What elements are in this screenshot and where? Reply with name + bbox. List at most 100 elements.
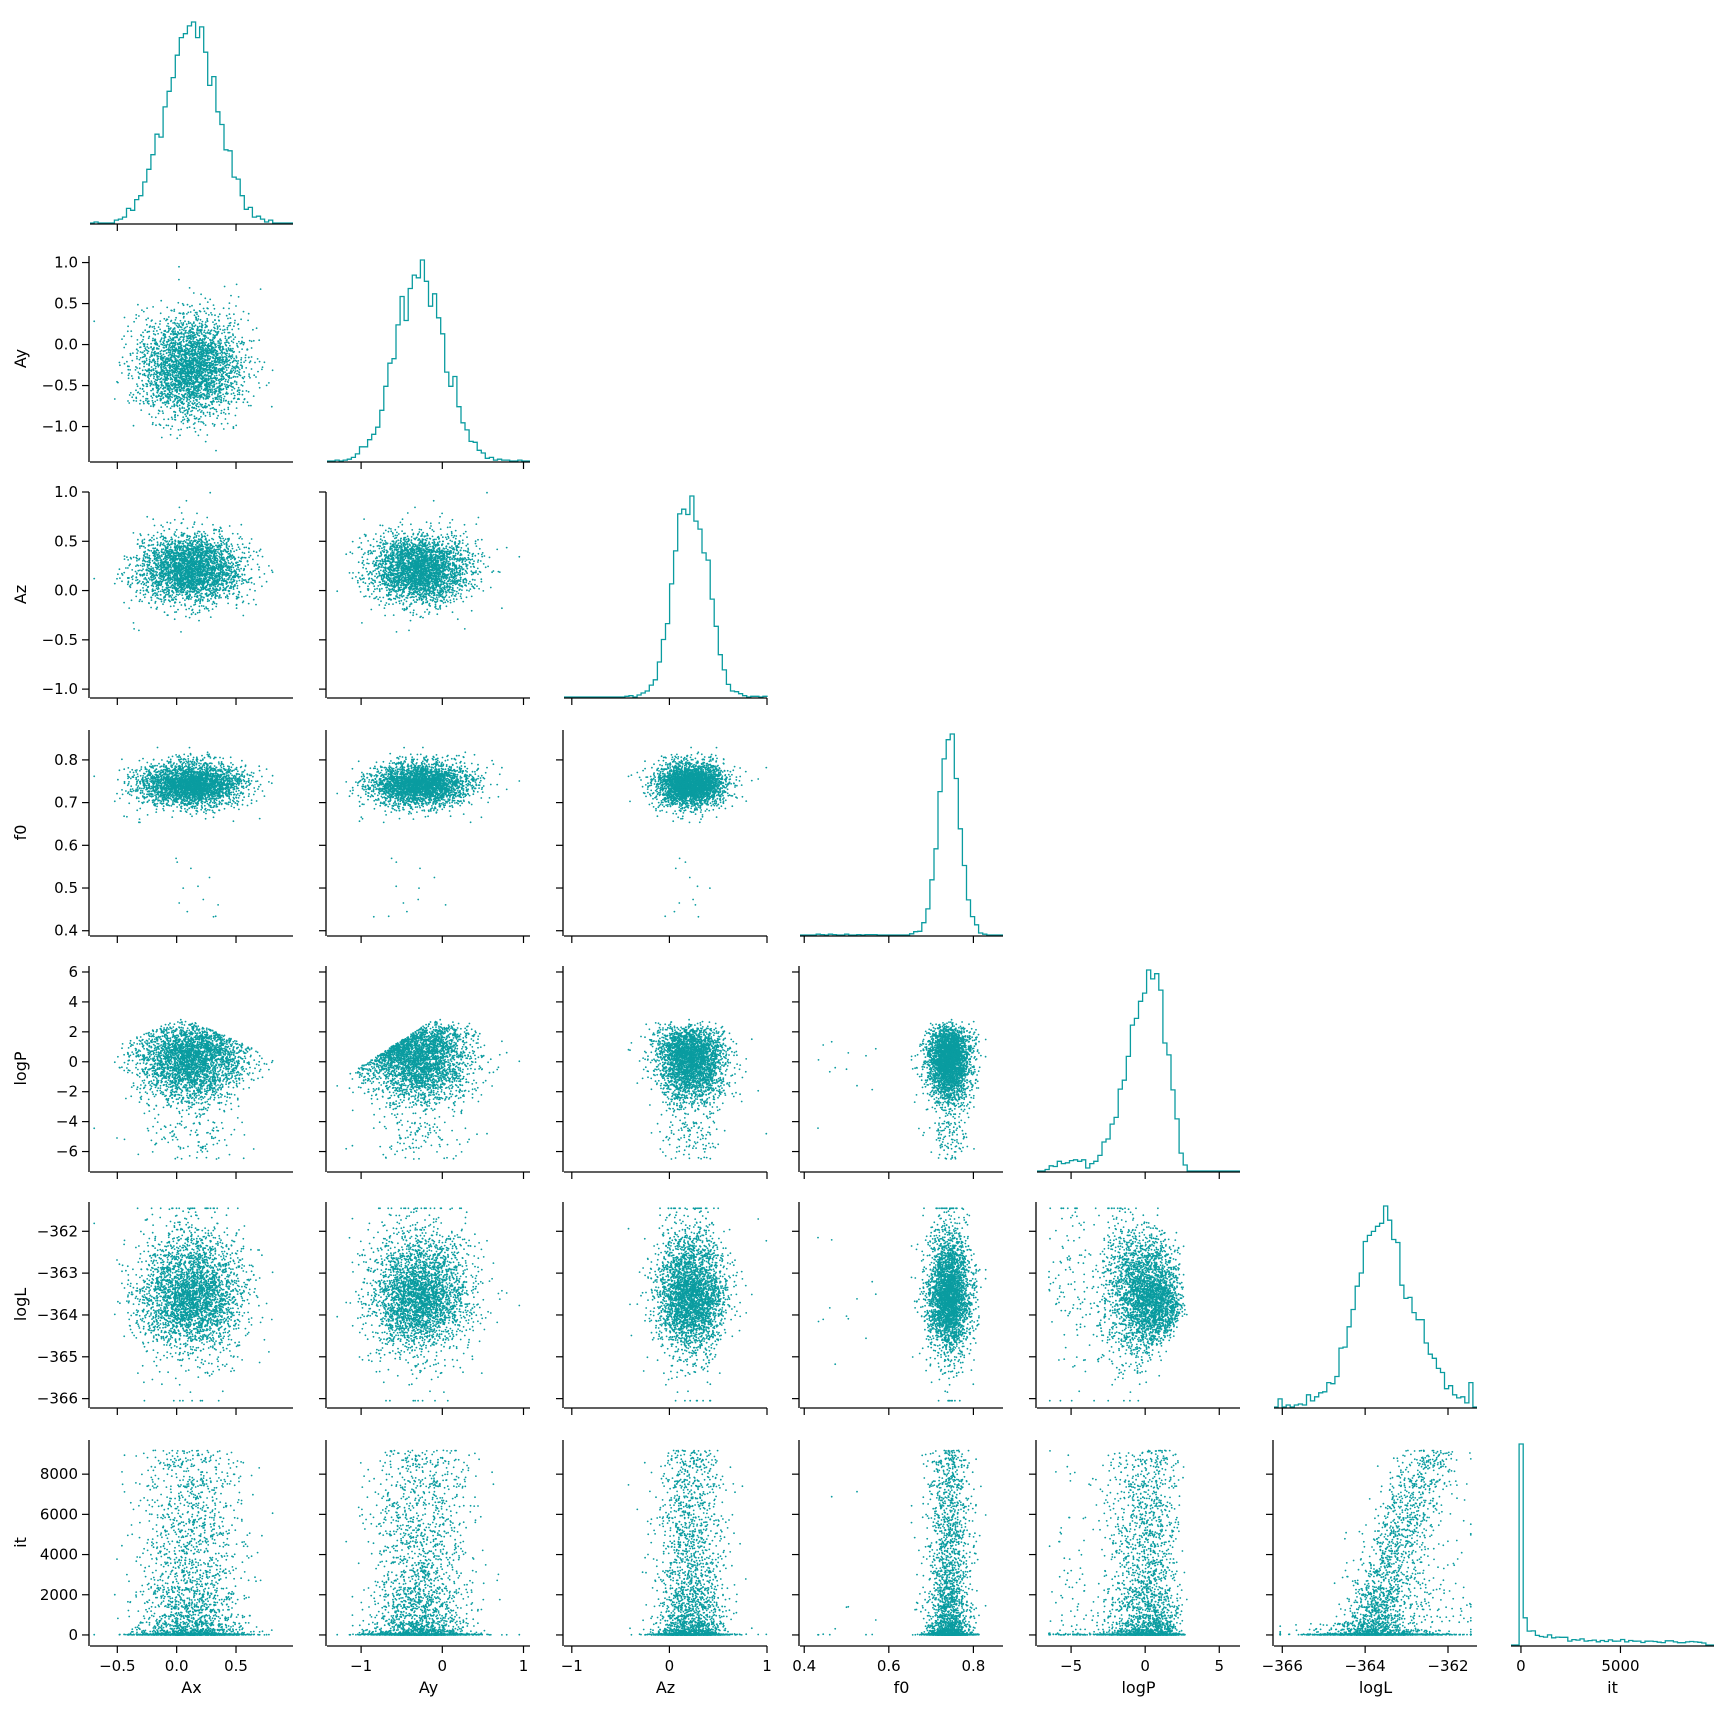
- scatter-point: [150, 395, 152, 397]
- scatter-point: [216, 401, 218, 403]
- scatter-point: [179, 329, 181, 331]
- scatter-point: [131, 396, 133, 398]
- scatter-point: [178, 353, 180, 355]
- scatter-point: [198, 406, 200, 408]
- scatter-point: [201, 410, 203, 412]
- scatter-point: [137, 339, 139, 341]
- scatter-point: [198, 375, 200, 377]
- scatter-point: [153, 330, 155, 332]
- scatter-point: [143, 366, 145, 368]
- scatter-point: [233, 338, 235, 340]
- scatter-point: [168, 349, 170, 351]
- scatter-point: [183, 336, 185, 338]
- scatter-point: [163, 347, 165, 349]
- scatter-point: [195, 319, 197, 321]
- scatter-point: [141, 341, 143, 343]
- scatter-point: [186, 323, 188, 325]
- scatter-point: [243, 344, 245, 346]
- scatter-point: [172, 355, 174, 357]
- scatter-point: [226, 364, 228, 366]
- scatter-point: [168, 339, 170, 341]
- scatter-point: [182, 323, 184, 325]
- scatter-point: [163, 427, 165, 429]
- scatter-point: [218, 316, 220, 318]
- scatter-point: [172, 385, 174, 387]
- scatter-point: [235, 425, 237, 427]
- scatter-point: [182, 416, 184, 418]
- scatter-point: [239, 369, 241, 371]
- scatter-point: [232, 333, 234, 335]
- scatter-point: [251, 340, 253, 342]
- scatter-point: [224, 332, 226, 334]
- scatter-point: [141, 309, 143, 311]
- scatter-point: [219, 313, 221, 315]
- scatter-point: [128, 377, 130, 379]
- scatter-point: [230, 369, 232, 371]
- scatter-point: [235, 376, 237, 378]
- scatter-point: [189, 327, 191, 329]
- scatter-point: [222, 358, 224, 360]
- scatter-point: [198, 393, 200, 395]
- scatter-point: [214, 346, 216, 348]
- scatter-point: [200, 342, 202, 344]
- scatter-point: [210, 356, 212, 358]
- scatter-point: [238, 392, 240, 394]
- scatter-point: [188, 389, 190, 391]
- scatter-point: [239, 389, 241, 391]
- scatter-point: [156, 399, 158, 401]
- scatter-point: [179, 434, 181, 436]
- scatter-point: [241, 337, 243, 339]
- scatter-point: [124, 317, 126, 319]
- scatter-point: [177, 302, 179, 304]
- scatter-point: [174, 355, 176, 357]
- scatter-point: [197, 367, 199, 369]
- scatter-point: [224, 329, 226, 331]
- scatter-point: [155, 417, 157, 419]
- scatter-point: [200, 359, 202, 361]
- scatter-point: [147, 376, 149, 378]
- scatter-point: [166, 365, 168, 367]
- scatter-point: [145, 349, 147, 351]
- scatter-point: [186, 326, 188, 328]
- scatter-point: [171, 425, 173, 427]
- scatter-point: [197, 381, 199, 383]
- scatter-point: [185, 415, 187, 417]
- histogram-Ax: [90, 22, 293, 223]
- scatter-point: [189, 287, 191, 289]
- scatter-point: [213, 401, 215, 403]
- scatter-point: [225, 344, 227, 346]
- scatter-point: [150, 385, 152, 387]
- scatter-point: [195, 386, 197, 388]
- scatter-point: [268, 382, 270, 384]
- scatter-point: [137, 350, 139, 352]
- scatter-point: [162, 379, 164, 381]
- scatter-point: [234, 322, 236, 324]
- scatter-point: [236, 343, 238, 345]
- scatter-point: [215, 450, 217, 452]
- scatter-point: [172, 379, 174, 381]
- scatter-point: [207, 412, 209, 414]
- scatter-point: [171, 417, 173, 419]
- scatter-point: [193, 309, 195, 311]
- scatter-point: [151, 326, 153, 328]
- scatter-point: [216, 411, 218, 413]
- scatter-point: [195, 404, 197, 406]
- scatter-point: [198, 396, 200, 398]
- scatter-point: [136, 383, 138, 385]
- scatter-point: [197, 327, 199, 329]
- scatter-point: [208, 329, 210, 331]
- scatter-point: [151, 366, 153, 368]
- scatter-point: [220, 400, 222, 402]
- scatter-point: [262, 366, 264, 368]
- scatter-point: [206, 406, 208, 408]
- scatter-point: [189, 414, 191, 416]
- scatter-point: [163, 354, 165, 356]
- scatter-point: [137, 343, 139, 345]
- scatter-point: [201, 373, 203, 375]
- scatter-point: [186, 409, 188, 411]
- scatter-point: [226, 384, 228, 386]
- scatter-point: [199, 390, 201, 392]
- scatter-point: [140, 334, 142, 336]
- scatter-point: [181, 344, 183, 346]
